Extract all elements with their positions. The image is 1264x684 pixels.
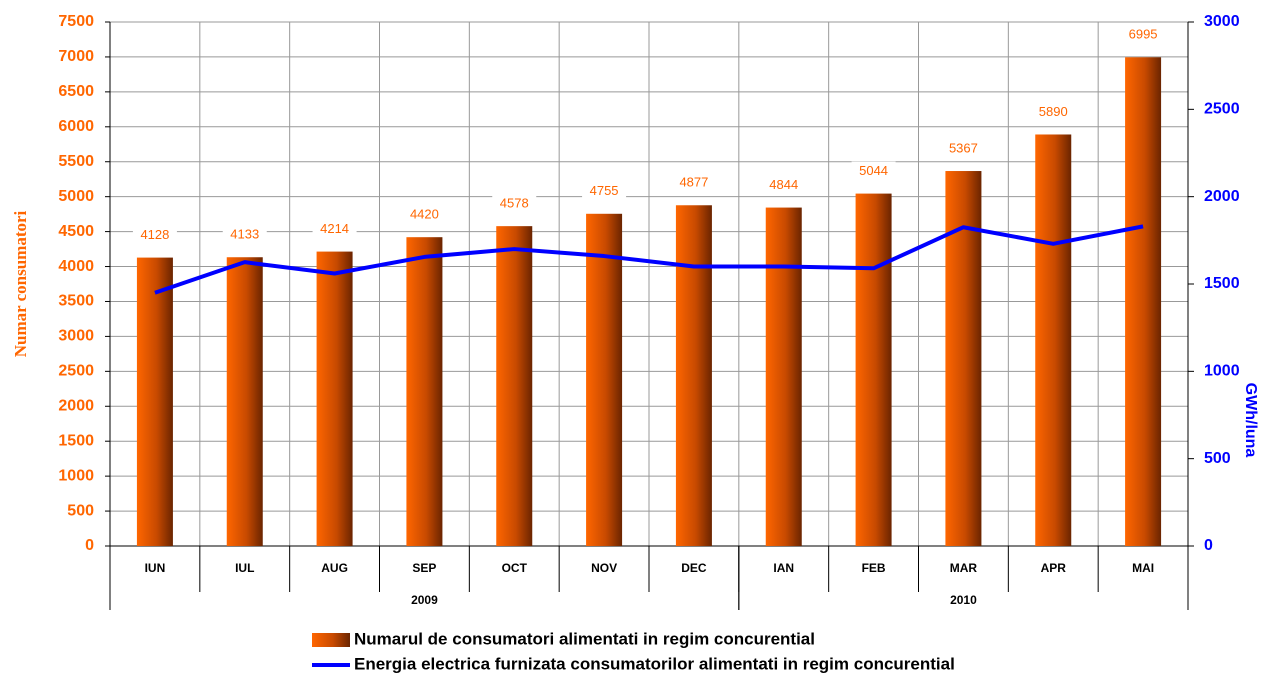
y2-tick-label: 2500 bbox=[1204, 101, 1240, 118]
value-label: 4844 bbox=[769, 177, 798, 192]
y-tick-label: 4500 bbox=[58, 223, 94, 240]
x-tick-label: SEP bbox=[412, 561, 436, 575]
bar bbox=[855, 193, 892, 546]
y-tick-label: 5000 bbox=[58, 188, 94, 205]
y-tick-label: 500 bbox=[67, 502, 94, 519]
bar bbox=[406, 237, 443, 546]
bar bbox=[136, 257, 173, 546]
value-label-bg bbox=[1031, 102, 1076, 121]
y-tick-label: 7000 bbox=[58, 48, 94, 65]
value-label-bg bbox=[582, 181, 627, 200]
x-tick-label: MAI bbox=[1132, 561, 1154, 575]
value-label: 4578 bbox=[500, 196, 529, 211]
value-label-bg bbox=[941, 139, 986, 158]
value-label-bg bbox=[222, 225, 267, 244]
x-tick-label: IUL bbox=[235, 561, 254, 575]
bar bbox=[496, 226, 533, 547]
bar bbox=[586, 213, 623, 546]
value-label-bg bbox=[312, 219, 357, 238]
y2-tick-label: 3000 bbox=[1204, 13, 1240, 30]
x-tick-label: IAN bbox=[773, 561, 794, 575]
value-label: 5044 bbox=[859, 163, 888, 178]
x-tick-label: APR bbox=[1041, 561, 1067, 575]
value-label-bg bbox=[761, 175, 806, 194]
x-tick-label: IUN bbox=[145, 561, 166, 575]
value-label: 5367 bbox=[949, 140, 978, 155]
value-label-bg bbox=[1121, 25, 1166, 44]
value-label-bg bbox=[851, 161, 896, 180]
value-label: 4133 bbox=[230, 227, 259, 242]
y2-tick-label: 0 bbox=[1204, 537, 1213, 554]
y-tick-label: 5500 bbox=[58, 153, 94, 170]
y-tick-label: 4000 bbox=[58, 258, 94, 275]
value-label: 4877 bbox=[679, 175, 708, 190]
bar bbox=[316, 251, 353, 547]
y-tick-label: 3000 bbox=[58, 328, 94, 345]
value-label-bg bbox=[671, 173, 716, 192]
bar bbox=[226, 257, 263, 546]
group-label: 2010 bbox=[950, 593, 977, 607]
value-label: 4214 bbox=[320, 221, 349, 236]
legend-swatch bbox=[312, 633, 350, 647]
y2-axis-title: GWh/luna bbox=[1242, 383, 1259, 458]
bar bbox=[1125, 57, 1162, 547]
value-label: 6995 bbox=[1129, 27, 1158, 42]
legend-label: Numarul de consumatori alimentati in reg… bbox=[354, 629, 815, 648]
bar bbox=[675, 205, 712, 547]
y-tick-label: 6000 bbox=[58, 118, 94, 135]
value-label: 4755 bbox=[590, 183, 619, 198]
group-label: 2009 bbox=[411, 593, 438, 607]
bar bbox=[765, 207, 802, 547]
legend-label: Energia electrica furnizata consumatoril… bbox=[354, 654, 955, 673]
bar bbox=[1035, 134, 1072, 546]
y2-tick-label: 2000 bbox=[1204, 188, 1240, 205]
x-tick-label: AUG bbox=[321, 561, 348, 575]
y-axis-title: Numar consumatori bbox=[11, 210, 30, 357]
y-tick-label: 7500 bbox=[58, 13, 94, 30]
y-tick-label: 2500 bbox=[58, 363, 94, 380]
value-label: 4128 bbox=[140, 227, 169, 242]
value-label-bg bbox=[402, 205, 447, 224]
value-label-bg bbox=[132, 225, 177, 244]
x-tick-label: OCT bbox=[502, 561, 528, 575]
x-tick-label: MAR bbox=[950, 561, 978, 575]
x-tick-label: FEB bbox=[862, 561, 886, 575]
y2-tick-label: 500 bbox=[1204, 450, 1231, 467]
y-tick-label: 6500 bbox=[58, 83, 94, 100]
y2-tick-label: 1000 bbox=[1204, 363, 1240, 380]
y-tick-label: 1500 bbox=[58, 432, 94, 449]
y-tick-label: 3500 bbox=[58, 293, 94, 310]
value-label: 4420 bbox=[410, 207, 439, 222]
value-label-bg bbox=[492, 194, 537, 213]
y2-tick-label: 1500 bbox=[1204, 275, 1240, 292]
value-label: 5890 bbox=[1039, 104, 1068, 119]
y-tick-label: 1000 bbox=[58, 467, 94, 484]
y-tick-label: 2000 bbox=[58, 397, 94, 414]
line bbox=[154, 224, 1144, 295]
x-tick-label: DEC bbox=[681, 561, 707, 575]
y-tick-label: 0 bbox=[85, 537, 94, 554]
x-tick-label: NOV bbox=[591, 561, 617, 575]
